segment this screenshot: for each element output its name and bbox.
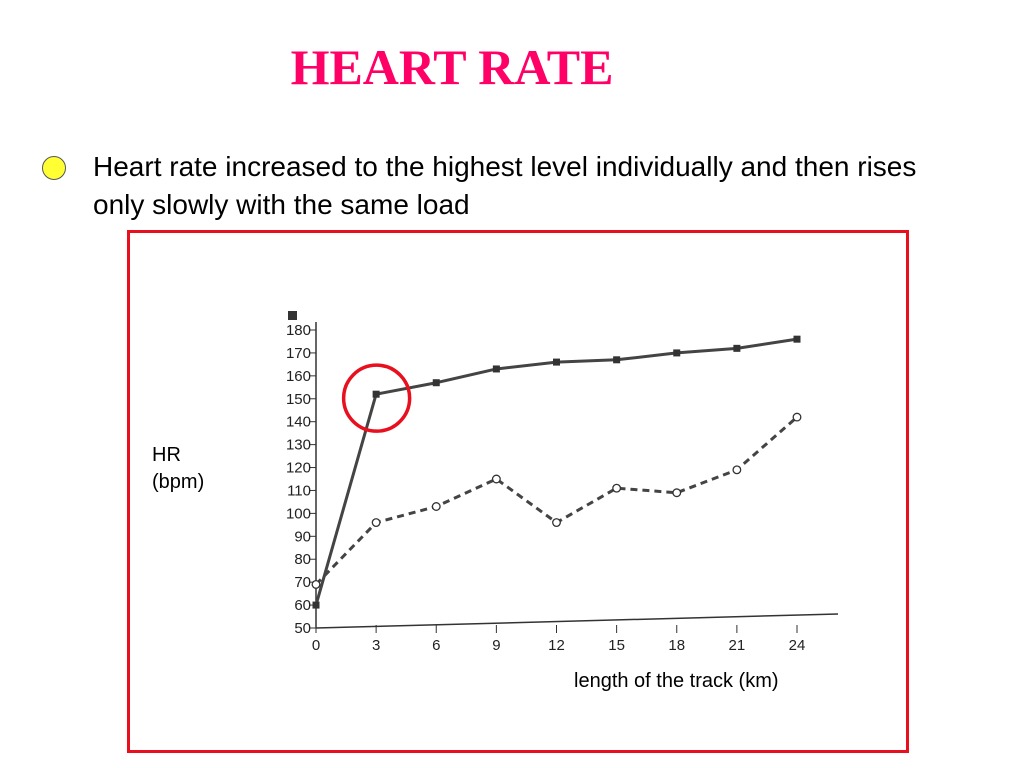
x-tick-label: 21 (729, 637, 746, 654)
y-tick-label: 80 (294, 551, 311, 568)
series-1-point (733, 344, 741, 352)
y-tick-label: 180 (286, 322, 311, 339)
y-tick-label: 90 (294, 528, 311, 545)
y-tick-label: 110 (287, 482, 311, 499)
y-axis-label-line-1: HR (152, 444, 181, 466)
y-tick-label: 150 (286, 391, 311, 408)
series-2-point (311, 579, 321, 589)
series-2-point (672, 488, 682, 498)
y-tick-label: 50 (294, 620, 311, 637)
slide-title: HEART RATE (290, 39, 614, 95)
x-axis-line (315, 613, 839, 629)
y-tick-label: 130 (286, 437, 311, 454)
filled-square-icon (288, 311, 297, 320)
series-2-point (431, 502, 441, 511)
x-tick-label: 6 (432, 637, 440, 654)
series-1-line (314, 337, 798, 606)
series-2-point (371, 518, 381, 528)
series-1-point (312, 601, 320, 609)
bullet-text: Heart rate increased to the highest leve… (93, 151, 917, 220)
series-2-point (552, 518, 561, 528)
series-2-point (732, 465, 742, 475)
x-axis-label: length of the track (km) (574, 670, 779, 692)
x-tick-label: 9 (492, 637, 500, 654)
series-1-point (673, 349, 681, 357)
chart-frame (127, 230, 909, 753)
x-tick-label: 15 (608, 637, 625, 654)
series-2-line (314, 415, 798, 586)
series-2-point (491, 474, 501, 484)
series-1-point (492, 365, 500, 373)
y-tick-label: 70 (294, 574, 311, 591)
y-axis-label: HR (bpm) (152, 442, 204, 496)
x-tick-label: 24 (789, 637, 806, 654)
series-2-point (612, 483, 622, 493)
x-tick-label: 3 (372, 637, 380, 654)
y-tick-label: 100 (286, 505, 311, 522)
y-tick-label: 60 (294, 597, 311, 614)
x-tick-label: 12 (548, 637, 565, 654)
series-1-point (432, 379, 440, 387)
highlight-circle (341, 363, 412, 433)
series-1-point (613, 356, 621, 364)
x-tick-label: 0 (312, 637, 320, 654)
y-tick-label: 140 (286, 414, 311, 431)
series-1-point (553, 358, 560, 366)
series-1-point (372, 390, 380, 398)
x-tick-label: 18 (668, 637, 685, 654)
y-tick-label: 160 (286, 368, 311, 385)
series-1-point (793, 335, 801, 343)
series-2-point (792, 412, 802, 422)
y-tick-label: 170 (286, 345, 311, 362)
y-tick-label: 120 (286, 460, 311, 477)
y-axis-label-line-2: (bpm) (152, 471, 205, 493)
yellow-circle-icon (42, 156, 66, 180)
